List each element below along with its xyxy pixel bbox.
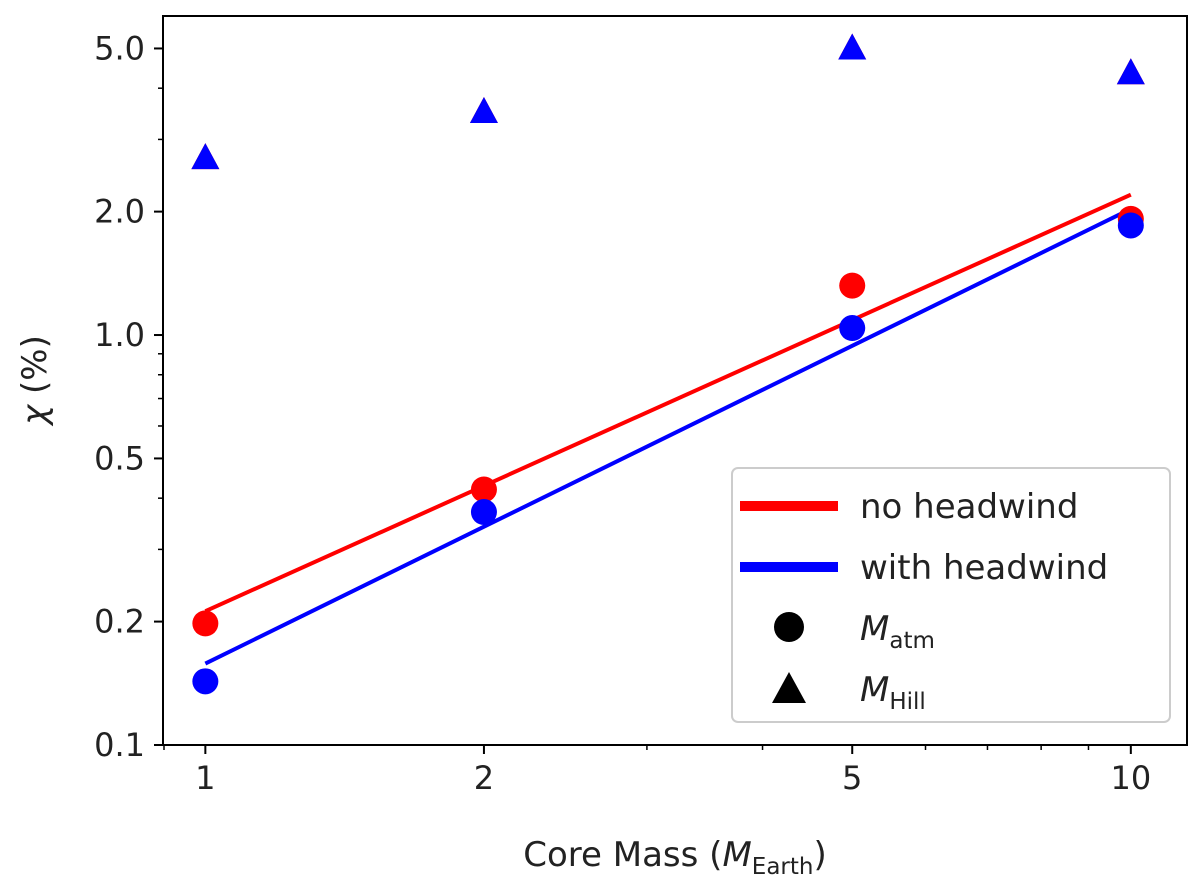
legend-frame bbox=[731, 467, 1171, 723]
plot-area bbox=[191, 33, 1145, 695]
x-tick-label: 5 bbox=[842, 759, 862, 797]
point-matm-with-headwind bbox=[470, 499, 497, 526]
point-matm-with-headwind bbox=[1117, 212, 1144, 239]
plot-frame bbox=[162, 15, 1188, 746]
fit-line-no-headwind bbox=[204, 192, 1132, 614]
point-matm-with-headwind bbox=[192, 668, 219, 695]
legend: no headwind with headwind Matm MHill bbox=[731, 467, 1171, 723]
y-tick-label: 2.0 bbox=[94, 193, 145, 231]
legend-label-no-headwind: no headwind bbox=[860, 487, 1078, 527]
y-tick-label: 1.0 bbox=[94, 316, 145, 354]
x-tick-label: 1 bbox=[195, 759, 215, 797]
point-matm-with-headwind bbox=[839, 315, 866, 342]
point-matm-no-headwind bbox=[470, 476, 497, 503]
point-matm-no-headwind bbox=[192, 610, 219, 637]
axes: 1 2 5 10 0.1 0.2 0.5 1.0 2.0 5.0 bbox=[94, 29, 1151, 797]
y-axis-label: χ (%) bbox=[15, 335, 55, 427]
fit-line-with-headwind bbox=[204, 207, 1132, 666]
y-tick-label: 5.0 bbox=[94, 29, 145, 67]
y-tick-label: 0.5 bbox=[94, 439, 145, 477]
legend-label-with-headwind: with headwind bbox=[860, 548, 1108, 588]
legend-marker-circle bbox=[774, 612, 804, 642]
legend-label-matm: Matm bbox=[860, 609, 935, 654]
point-mhill-with-headwind bbox=[191, 143, 220, 170]
legend-marker-triangle bbox=[772, 672, 806, 703]
point-mhill-with-headwind bbox=[1116, 58, 1145, 85]
point-mhill-with-headwind bbox=[838, 33, 867, 60]
x-axis-label: Core Mass (MEarth) bbox=[523, 835, 826, 880]
point-matm-no-headwind bbox=[839, 272, 866, 299]
y-tick-label: 0.2 bbox=[94, 603, 145, 641]
x-tick-label: 2 bbox=[474, 759, 494, 797]
y-tick-label: 0.1 bbox=[94, 726, 145, 764]
point-mhill-with-headwind bbox=[469, 96, 498, 123]
legend-label-mhill: MHill bbox=[860, 670, 926, 715]
x-tick-label: 10 bbox=[1110, 759, 1151, 797]
